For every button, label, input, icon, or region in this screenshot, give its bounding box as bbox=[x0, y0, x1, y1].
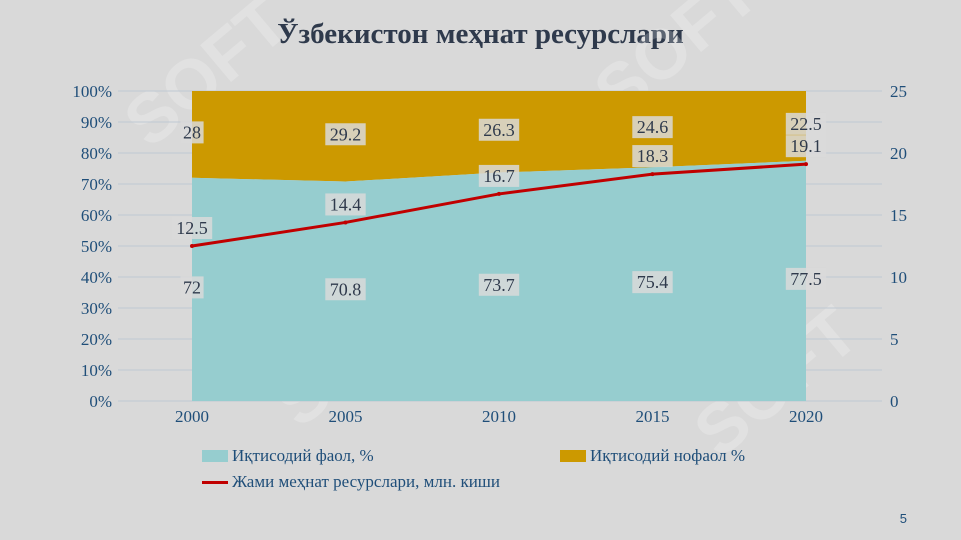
data-label-active: 70.8 bbox=[330, 279, 362, 299]
data-label-active-bg bbox=[785, 267, 827, 290]
data-label-active: 73.7 bbox=[483, 275, 515, 295]
y-left-tick-label: 0% bbox=[89, 392, 112, 411]
y-right-tick-label: 5 bbox=[890, 330, 899, 349]
data-label-inactive: 22.5 bbox=[790, 114, 822, 134]
y-left-tick-label: 90% bbox=[81, 113, 112, 132]
y-right-tick-label: 15 bbox=[890, 206, 907, 225]
legend-item-inactive: Иқтисодий нофаол % bbox=[560, 446, 745, 466]
x-tick-label: 2005 bbox=[329, 407, 363, 426]
y-left-tick-label: 80% bbox=[81, 144, 112, 163]
data-label-total: 12.5 bbox=[176, 218, 208, 238]
data-label-total: 18.3 bbox=[637, 146, 669, 166]
y-right-tick-label: 10 bbox=[890, 268, 907, 287]
legend-swatch-inactive bbox=[560, 450, 586, 462]
legend-label-total: Жами меҳнат ресурслари, млн. киши bbox=[232, 472, 500, 491]
data-label-total-bg bbox=[632, 145, 673, 168]
data-label-active-bg bbox=[180, 276, 204, 299]
data-label-inactive: 29.2 bbox=[330, 124, 362, 144]
x-tick-label: 2020 bbox=[789, 407, 823, 426]
y-left-tick-label: 40% bbox=[81, 268, 112, 287]
y-left-tick-label: 30% bbox=[81, 299, 112, 318]
data-label-total-bg bbox=[325, 193, 366, 216]
data-label-active: 72 bbox=[183, 277, 201, 297]
data-label-inactive-bg bbox=[785, 112, 827, 135]
data-label-inactive-bg bbox=[632, 116, 673, 139]
page-number: 5 bbox=[899, 511, 907, 526]
y-left-tick-label: 20% bbox=[81, 330, 112, 349]
data-label-total-bg bbox=[171, 217, 213, 239]
y-left-tick-label: 10% bbox=[81, 361, 112, 380]
legend-item-active: Иқтисодий фаол, % bbox=[202, 446, 374, 466]
data-label-inactive: 24.6 bbox=[637, 117, 669, 137]
data-label-total: 19.1 bbox=[790, 136, 822, 156]
data-label-total-bg bbox=[478, 164, 520, 187]
line-total-point bbox=[497, 191, 501, 196]
data-label-total: 16.7 bbox=[483, 166, 515, 186]
y-right-tick-label: 25 bbox=[890, 82, 907, 101]
y-left-tick-label: 100% bbox=[72, 82, 112, 101]
line-total-point bbox=[804, 162, 808, 167]
legend-item-total: Жами меҳнат ресурслари, млн. киши bbox=[202, 472, 500, 492]
legend-swatch-total bbox=[202, 480, 228, 484]
data-label-inactive-bg bbox=[478, 118, 520, 141]
x-tick-label: 2010 bbox=[482, 407, 516, 426]
legend-label-active: Иқтисодий фаол, % bbox=[232, 446, 374, 465]
y-left-tick-label: 60% bbox=[81, 206, 112, 225]
data-label-active-bg bbox=[478, 273, 520, 296]
legend-swatch-active bbox=[202, 450, 228, 462]
data-label-active-bg bbox=[325, 278, 366, 301]
y-right-tick-label: 20 bbox=[890, 144, 907, 163]
y-left-tick-label: 50% bbox=[81, 237, 112, 256]
x-tick-label: 2000 bbox=[175, 407, 209, 426]
y-left-tick-label: 70% bbox=[81, 175, 112, 194]
line-total-point bbox=[650, 172, 655, 177]
data-label-active: 77.5 bbox=[790, 269, 822, 289]
legend-label-inactive: Иқтисодий нофаол % bbox=[590, 446, 746, 465]
data-label-active-bg bbox=[632, 271, 673, 294]
line-total-point bbox=[343, 220, 348, 225]
data-label-total-bg bbox=[785, 135, 827, 158]
data-label-inactive: 28 bbox=[183, 122, 201, 142]
x-tick-label: 2015 bbox=[636, 407, 670, 426]
y-right-tick-label: 0 bbox=[890, 392, 899, 411]
data-label-inactive-bg bbox=[325, 123, 366, 146]
data-label-total: 14.4 bbox=[330, 194, 362, 214]
chart-title: Ўзбекистон меҳнат ресурслари bbox=[277, 18, 684, 50]
data-label-inactive: 26.3 bbox=[483, 120, 515, 140]
data-label-active: 75.4 bbox=[637, 272, 669, 292]
line-total-point bbox=[190, 244, 194, 248]
data-label-inactive-bg bbox=[180, 121, 204, 144]
